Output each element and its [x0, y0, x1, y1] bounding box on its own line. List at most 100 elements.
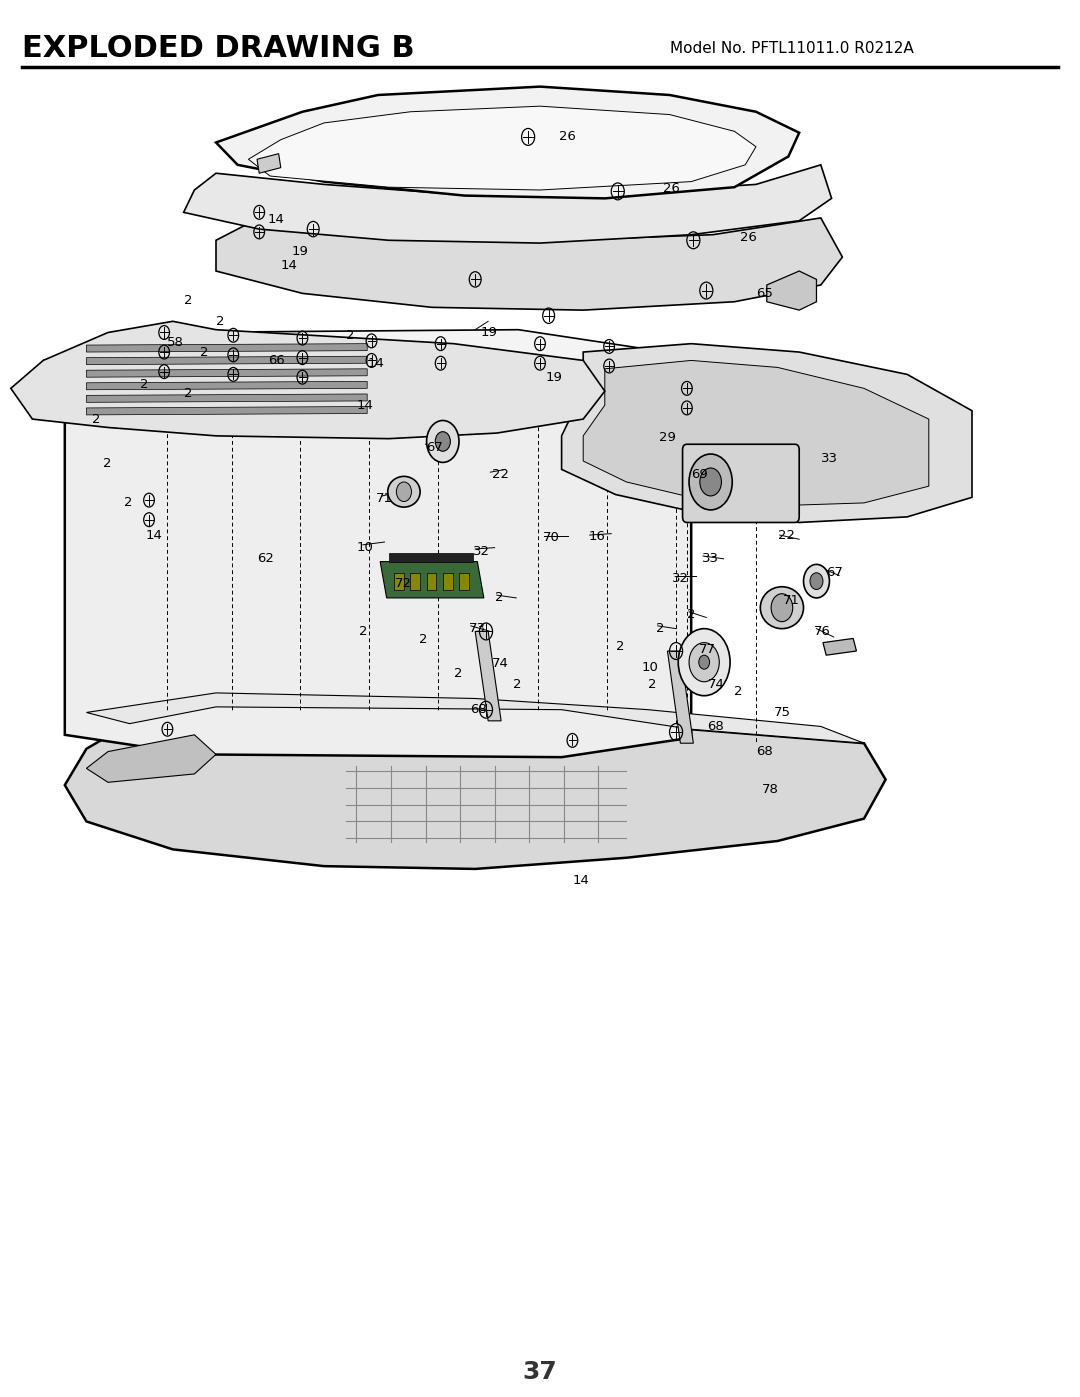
- Text: 74: 74: [491, 657, 509, 671]
- Text: 73: 73: [469, 622, 486, 636]
- Text: 74: 74: [707, 678, 725, 692]
- Polygon shape: [257, 154, 281, 173]
- Text: 58: 58: [167, 335, 185, 349]
- Text: 29: 29: [659, 430, 676, 444]
- Text: 2: 2: [616, 640, 624, 654]
- Bar: [443, 573, 453, 590]
- Text: 2: 2: [648, 678, 657, 692]
- Text: 2: 2: [200, 345, 208, 359]
- Polygon shape: [86, 356, 367, 365]
- Text: 2: 2: [495, 591, 503, 605]
- Polygon shape: [380, 562, 484, 598]
- Text: 78: 78: [761, 782, 779, 796]
- Text: 75: 75: [774, 705, 792, 719]
- Text: 22: 22: [492, 468, 510, 482]
- Text: 10: 10: [642, 661, 659, 675]
- Text: 2: 2: [346, 328, 354, 342]
- Text: Model No. PFTL11011.0 R0212A: Model No. PFTL11011.0 R0212A: [670, 42, 914, 56]
- Circle shape: [810, 573, 823, 590]
- Text: 16: 16: [589, 529, 606, 543]
- Text: 10: 10: [356, 541, 374, 555]
- Text: 14: 14: [367, 356, 384, 370]
- Bar: [394, 573, 404, 590]
- Text: 77: 77: [699, 643, 716, 657]
- Circle shape: [396, 482, 411, 502]
- Ellipse shape: [760, 587, 804, 629]
- Text: 22: 22: [778, 528, 795, 542]
- Polygon shape: [86, 407, 367, 415]
- Polygon shape: [216, 218, 842, 310]
- Text: 67: 67: [427, 440, 444, 454]
- Text: 14: 14: [268, 212, 285, 226]
- Text: 70: 70: [543, 531, 561, 545]
- Polygon shape: [767, 271, 816, 310]
- Bar: [389, 553, 473, 562]
- Text: 19: 19: [481, 326, 498, 339]
- Text: 2: 2: [140, 377, 149, 391]
- Text: 68: 68: [707, 719, 725, 733]
- Text: 68: 68: [756, 745, 773, 759]
- Text: 2: 2: [687, 608, 696, 622]
- Text: 68: 68: [470, 703, 487, 717]
- Text: 76: 76: [814, 624, 832, 638]
- Polygon shape: [86, 369, 367, 377]
- Polygon shape: [65, 707, 886, 869]
- Polygon shape: [823, 638, 856, 655]
- Text: 33: 33: [821, 451, 838, 465]
- Polygon shape: [475, 631, 501, 721]
- Text: 71: 71: [376, 492, 393, 506]
- Polygon shape: [86, 381, 367, 390]
- Polygon shape: [86, 344, 367, 352]
- Text: 2: 2: [454, 666, 462, 680]
- Text: 32: 32: [473, 545, 490, 559]
- Polygon shape: [248, 106, 756, 190]
- Text: 33: 33: [702, 552, 719, 566]
- Text: 37: 37: [523, 1359, 557, 1384]
- Polygon shape: [65, 358, 691, 757]
- Circle shape: [427, 420, 459, 462]
- Polygon shape: [583, 360, 929, 506]
- Text: 14: 14: [356, 398, 374, 412]
- Text: 71: 71: [783, 594, 800, 608]
- Text: EXPLODED DRAWING B: EXPLODED DRAWING B: [22, 35, 415, 63]
- Circle shape: [699, 655, 710, 669]
- Text: 26: 26: [559, 130, 577, 144]
- Polygon shape: [562, 344, 972, 522]
- Text: 19: 19: [545, 370, 563, 384]
- Text: 2: 2: [124, 496, 133, 510]
- Text: 19: 19: [292, 244, 309, 258]
- Text: 2: 2: [184, 387, 192, 401]
- Bar: [410, 573, 420, 590]
- Text: 65: 65: [756, 286, 773, 300]
- Text: 69: 69: [691, 468, 708, 482]
- Polygon shape: [667, 651, 693, 743]
- Text: 14: 14: [146, 528, 163, 542]
- Polygon shape: [216, 87, 799, 198]
- Text: 14: 14: [572, 873, 590, 887]
- Text: 2: 2: [184, 293, 192, 307]
- Text: 72: 72: [395, 577, 413, 591]
- Text: 2: 2: [216, 314, 225, 328]
- Circle shape: [804, 564, 829, 598]
- Circle shape: [700, 468, 721, 496]
- Circle shape: [435, 432, 450, 451]
- Text: 2: 2: [103, 457, 111, 471]
- Text: 26: 26: [663, 182, 680, 196]
- Text: 2: 2: [734, 685, 743, 698]
- Circle shape: [689, 454, 732, 510]
- Polygon shape: [86, 394, 367, 402]
- Polygon shape: [43, 330, 691, 391]
- Text: 32: 32: [672, 571, 689, 585]
- Polygon shape: [86, 735, 216, 782]
- Bar: [427, 573, 436, 590]
- Bar: [459, 573, 469, 590]
- FancyBboxPatch shape: [683, 444, 799, 522]
- Polygon shape: [184, 165, 832, 243]
- Text: 2: 2: [656, 622, 664, 636]
- Circle shape: [689, 643, 719, 682]
- Text: 2: 2: [92, 412, 100, 426]
- Text: 66: 66: [268, 353, 285, 367]
- Text: 2: 2: [359, 624, 367, 638]
- Text: 26: 26: [740, 231, 757, 244]
- Text: 62: 62: [257, 552, 274, 566]
